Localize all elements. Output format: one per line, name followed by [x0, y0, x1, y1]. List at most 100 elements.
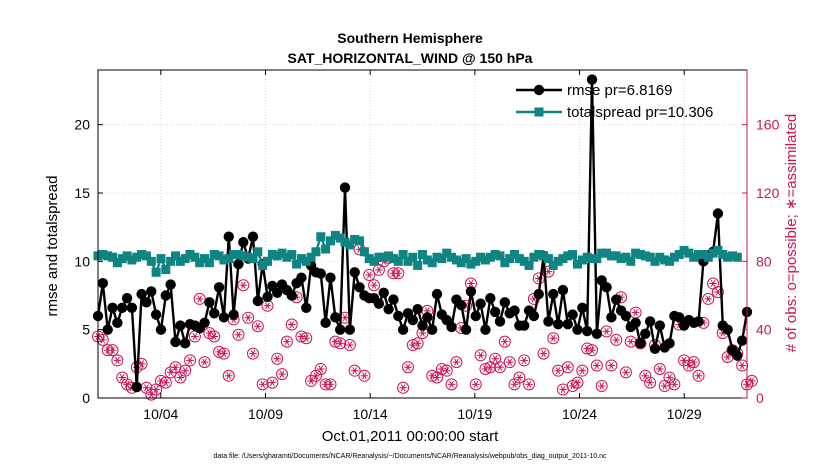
totalspread-point	[514, 254, 524, 264]
rmse-point	[121, 293, 133, 304]
totalspread-point	[698, 250, 708, 259]
obs-assimilated-point	[593, 362, 601, 370]
rmse-point	[339, 182, 351, 193]
rmse-point	[722, 324, 733, 335]
totalspread-point	[141, 251, 151, 261]
obs-assimilated-point	[709, 280, 717, 288]
totalspread-point	[689, 252, 699, 262]
y2-tick-label: 0	[756, 390, 764, 406]
totalspread-point	[122, 251, 132, 261]
obs-assimilated-point	[622, 368, 630, 376]
totalspread-point	[209, 250, 219, 259]
x-tick-label: 10/29	[667, 406, 702, 422]
obs-assimilated-point	[670, 380, 679, 388]
y-tick-label: 15	[74, 185, 90, 201]
totalspread-point	[355, 236, 365, 246]
obs-assimilated-point	[176, 373, 185, 382]
obs-assimilated-point	[350, 367, 359, 375]
totalspread-point	[398, 250, 408, 259]
totalspread-point	[543, 254, 553, 264]
totalspread-point	[490, 250, 500, 259]
rmse-point	[397, 324, 409, 335]
rmse-point	[591, 328, 603, 339]
totalspread-point	[577, 255, 587, 265]
obs-possible-point	[111, 354, 124, 367]
rmse-point	[606, 312, 617, 323]
rmse-point	[630, 317, 641, 329]
obs-assimilated-point	[539, 350, 548, 358]
obs-assimilated-point	[510, 380, 519, 388]
obs-assimilated-point	[123, 380, 131, 388]
rmse-point	[199, 317, 210, 329]
rmse-point	[170, 336, 181, 348]
obs-possible-point	[711, 286, 724, 299]
totalspread-point	[219, 255, 229, 265]
rmse-point	[412, 303, 423, 315]
obs-assimilated-point	[346, 341, 354, 349]
obs-possible-point	[610, 333, 623, 346]
obs-assimilated-point	[234, 331, 243, 339]
rmse-point	[175, 320, 186, 331]
obs-assimilated-point	[278, 370, 286, 378]
totalspread-point	[330, 230, 340, 240]
totalspread-point	[325, 236, 335, 246]
obs-series-group	[92, 243, 758, 401]
rmse-point	[247, 231, 259, 242]
rmse-point	[252, 295, 264, 307]
rmse-point	[407, 314, 419, 326]
totalspread-point	[229, 250, 239, 259]
rmse-point	[426, 324, 438, 335]
totalspread-point	[694, 250, 704, 259]
obs-possible-point	[634, 337, 647, 350]
rmse-point	[150, 309, 162, 320]
obs-assimilated-point	[195, 295, 204, 303]
totalspread-point	[437, 254, 447, 264]
obs-assimilated-point	[249, 350, 257, 358]
rmse-point	[262, 291, 273, 303]
x-tick-label: 10/09	[248, 406, 283, 422]
totalspread-point	[442, 248, 452, 258]
y-tick-label: 5	[82, 322, 90, 338]
obs-possible-point	[668, 378, 681, 391]
obs-assimilated-point	[394, 269, 403, 277]
rmse-point	[301, 302, 312, 313]
rmse-point	[209, 308, 220, 319]
rmse-point	[664, 338, 675, 349]
obs-possible-point	[179, 364, 192, 377]
axes: 10/04 10/09 10/14 10/19 10/24 10/29 0 5 10 15 20 0 4…	[74, 69, 780, 422]
obs-assimilated-point	[578, 367, 587, 375]
obs-assimilated-point	[186, 356, 194, 364]
totalspread-point	[195, 258, 205, 268]
obs-assimilated-point	[418, 329, 427, 337]
rmse-point	[417, 320, 428, 331]
totalspread-point	[146, 256, 156, 266]
totalspread-point	[384, 251, 394, 261]
y-tick-label: 20	[74, 117, 90, 133]
obs-assimilated-point	[365, 271, 374, 279]
obs-possible-point	[503, 356, 516, 369]
obs-assimilated-point	[660, 382, 669, 390]
obs-assimilated-point	[738, 362, 746, 370]
totalspread-point	[418, 250, 427, 259]
totalspread-point	[723, 252, 733, 262]
rmse-point	[460, 324, 472, 335]
obs-possible-point	[687, 356, 700, 369]
rmse-point	[485, 293, 496, 304]
obs-assimilated-point	[525, 380, 533, 388]
totalspread-point	[471, 256, 481, 266]
totalspread-point	[132, 252, 142, 262]
totalspread-point	[350, 234, 360, 244]
totalspread-point	[606, 251, 616, 261]
totalspread-point	[582, 252, 592, 262]
totalspread-point	[282, 252, 292, 262]
totalspread-point	[311, 247, 321, 257]
obs-assimilated-point	[166, 368, 175, 376]
obs-possible-point	[232, 328, 245, 341]
obs-possible-point	[692, 369, 705, 382]
obs-possible-point	[397, 381, 410, 394]
totalspread-point	[345, 240, 355, 250]
rmse-point	[204, 297, 215, 308]
rmse-point	[644, 316, 656, 327]
rmse-point	[499, 297, 511, 308]
obs-possible-point	[198, 356, 211, 369]
